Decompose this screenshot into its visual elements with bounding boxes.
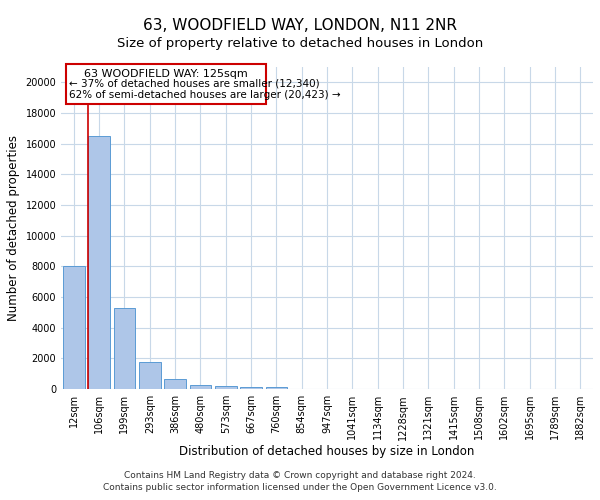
Bar [164, 379, 186, 389]
Y-axis label: Number of detached properties: Number of detached properties [7, 135, 20, 321]
Text: 63 WOODFIELD WAY: 125sqm: 63 WOODFIELD WAY: 125sqm [85, 69, 248, 79]
Text: Size of property relative to detached houses in London: Size of property relative to detached ho… [117, 38, 483, 51]
Text: 62% of semi-detached houses are larger (20,423) →: 62% of semi-detached houses are larger (… [69, 90, 340, 100]
Bar [63, 266, 85, 389]
Text: ← 37% of detached houses are smaller (12,340): ← 37% of detached houses are smaller (12… [69, 78, 319, 88]
Text: 63, WOODFIELD WAY, LONDON, N11 2NR: 63, WOODFIELD WAY, LONDON, N11 2NR [143, 18, 457, 32]
Bar [66, 64, 266, 104]
Bar [113, 308, 135, 389]
X-axis label: Distribution of detached houses by size in London: Distribution of detached houses by size … [179, 445, 475, 458]
Bar [88, 136, 110, 389]
Bar [190, 385, 211, 389]
Text: Contains HM Land Registry data © Crown copyright and database right 2024.
Contai: Contains HM Land Registry data © Crown c… [103, 471, 497, 492]
Bar [139, 362, 161, 389]
Bar [266, 387, 287, 389]
Bar [241, 387, 262, 389]
Bar [215, 386, 236, 389]
